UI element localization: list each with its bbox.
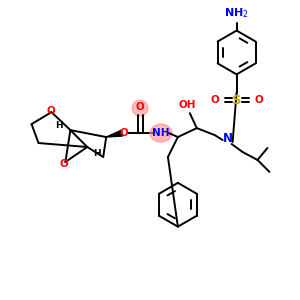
Text: H: H [93, 149, 101, 158]
Text: OH: OH [178, 100, 196, 110]
Text: O: O [59, 159, 68, 169]
Ellipse shape [132, 100, 148, 116]
Text: NH: NH [152, 128, 170, 138]
Ellipse shape [150, 124, 172, 142]
Text: O: O [46, 106, 55, 116]
Text: O: O [254, 95, 263, 105]
Text: O: O [136, 102, 144, 112]
Text: O: O [210, 95, 219, 105]
Text: H: H [56, 121, 63, 130]
Text: S: S [232, 94, 242, 107]
Polygon shape [106, 130, 123, 137]
Text: N: N [223, 132, 232, 145]
Text: NH$_2$: NH$_2$ [224, 6, 249, 20]
Text: O: O [120, 128, 128, 138]
